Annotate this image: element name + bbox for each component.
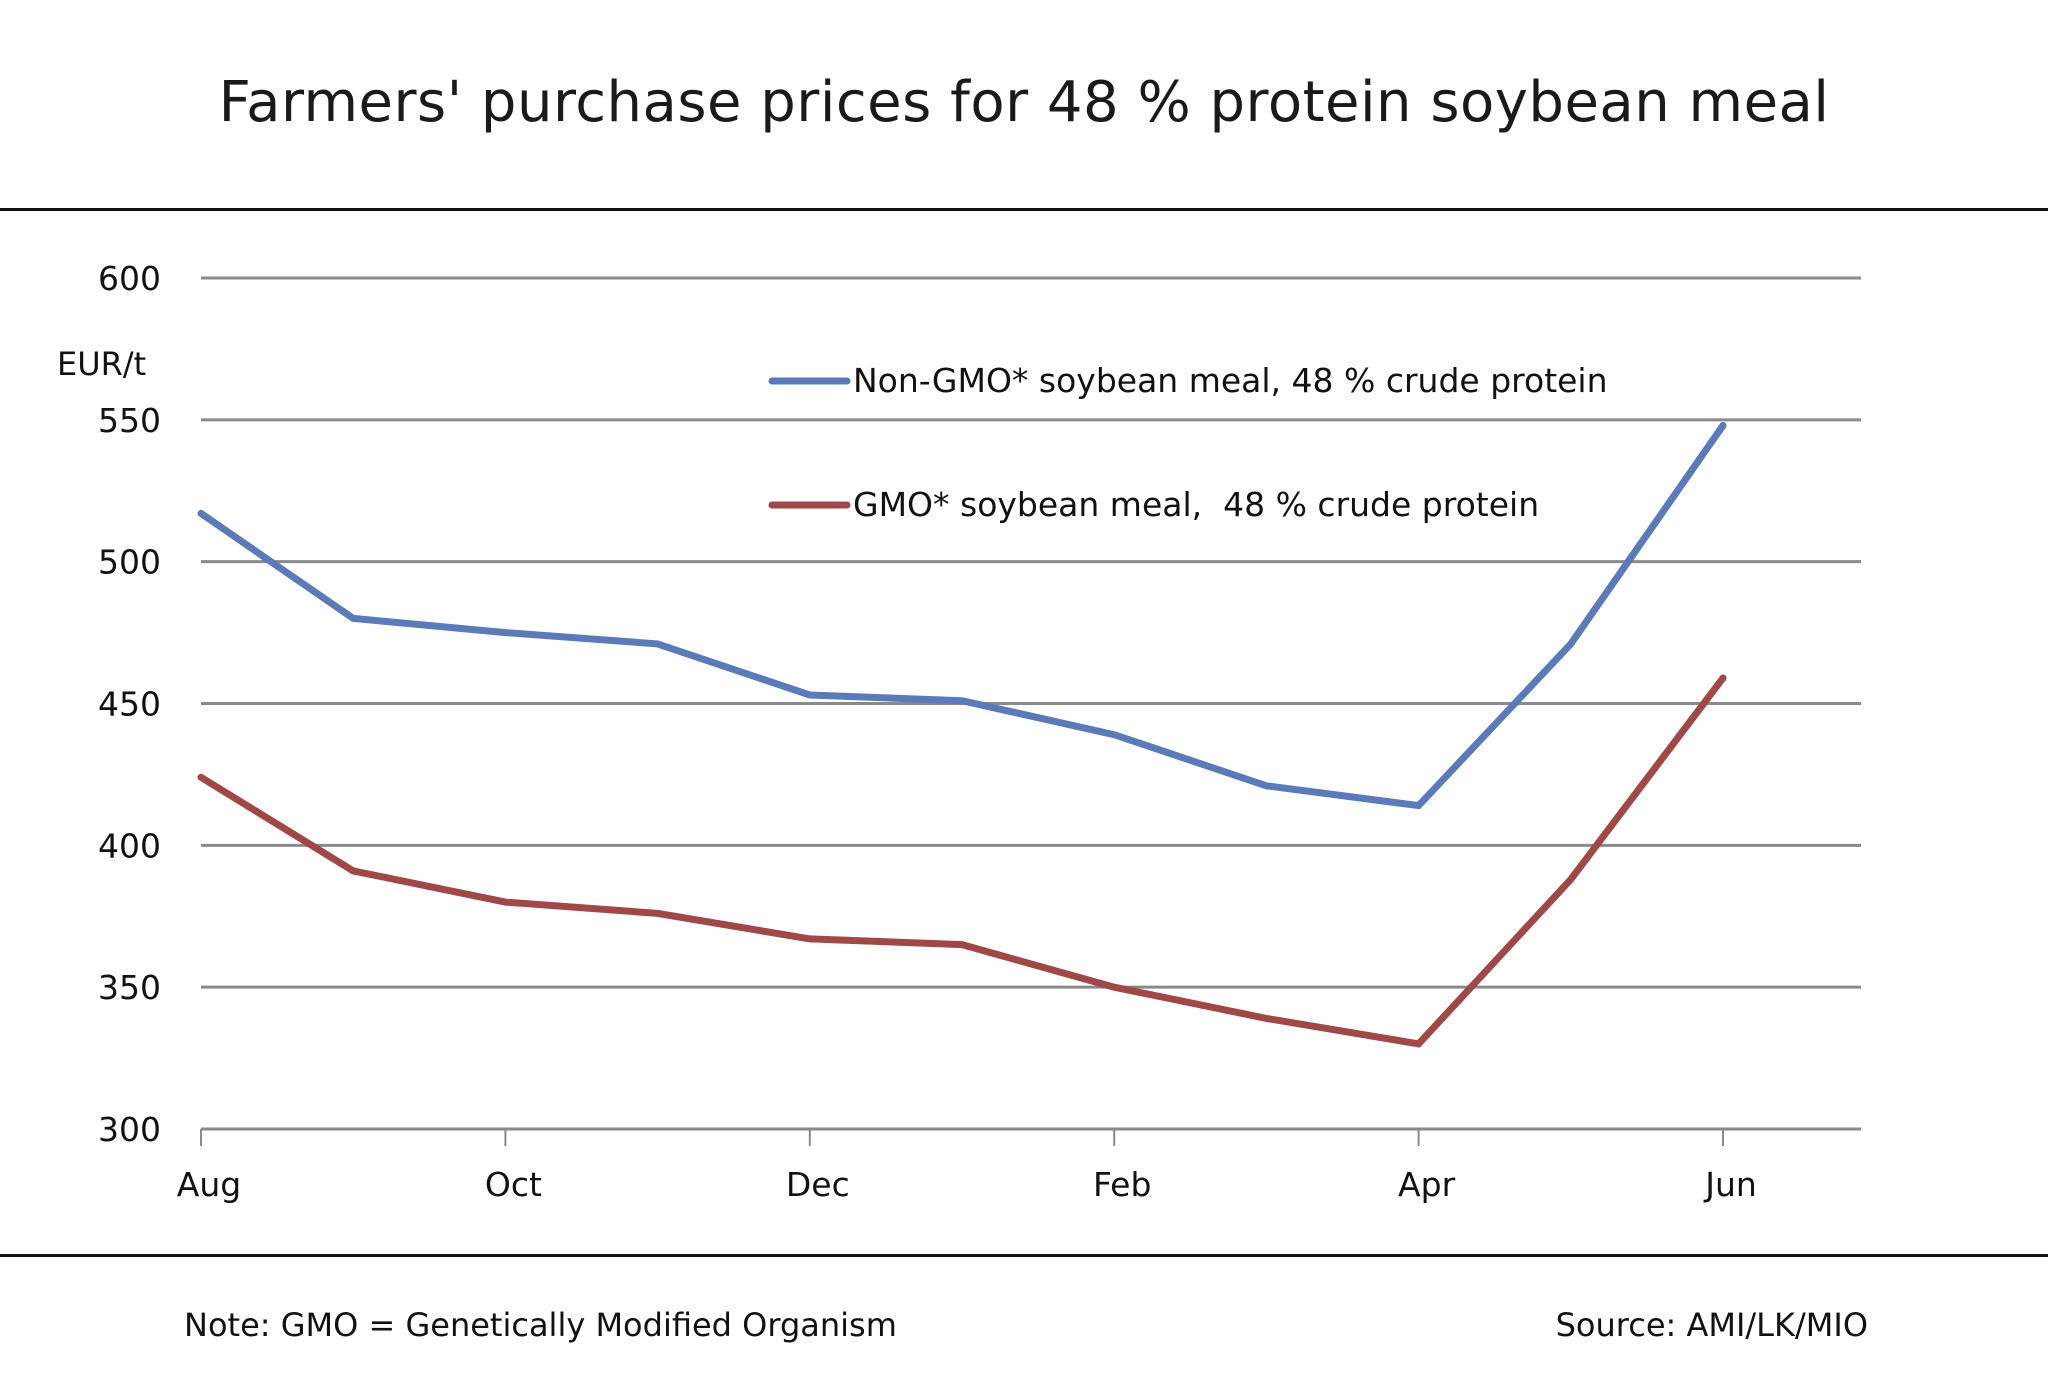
y-axis-unit-label: EUR/t <box>57 345 146 383</box>
y-axis-labels: 300 350 400 450 500 550 600 <box>98 259 161 1149</box>
series-line-non-gmo <box>197 422 1727 810</box>
y-tick-label-550: 550 <box>98 401 161 440</box>
x-tick-label-apr: Apr <box>1398 1165 1456 1204</box>
y-tick-label-450: 450 <box>98 685 161 724</box>
gridlines <box>201 276 1861 1131</box>
top-divider <box>0 208 2048 211</box>
x-tick-label-jun: Jun <box>1703 1165 1757 1204</box>
y-tick-label-350: 350 <box>98 968 161 1007</box>
y-tick-label-600: 600 <box>98 259 161 298</box>
x-axis: Aug Oct Dec Feb Apr Jun <box>177 1129 1757 1204</box>
legend-label-gmo: GMO* soybean meal, 48 % crude protein <box>853 485 1539 524</box>
y-tick-label-300: 300 <box>98 1110 161 1149</box>
x-tick-label-aug: Aug <box>177 1165 241 1204</box>
x-tick-label-feb: Feb <box>1093 1165 1151 1204</box>
source-note: Source: AMI/LK/MIO <box>1555 1306 1868 1344</box>
x-tick-label-oct: Oct <box>485 1165 542 1204</box>
legend-label-non-gmo: Non-GMO* soybean meal, 48 % crude protei… <box>853 361 1608 400</box>
x-tick-label-dec: Dec <box>786 1165 850 1204</box>
y-tick-label-400: 400 <box>98 826 161 865</box>
series-lines <box>197 422 1727 1048</box>
bottom-divider <box>0 1254 2048 1257</box>
footnote: Note: GMO = Genetically Modified Organis… <box>184 1306 897 1344</box>
series-line-gmo <box>197 674 1727 1048</box>
chart-title: Farmers' purchase prices for 48 % protei… <box>218 70 1830 135</box>
y-tick-label-500: 500 <box>98 543 161 582</box>
legend: Non-GMO* soybean meal, 48 % crude protei… <box>768 361 1608 524</box>
